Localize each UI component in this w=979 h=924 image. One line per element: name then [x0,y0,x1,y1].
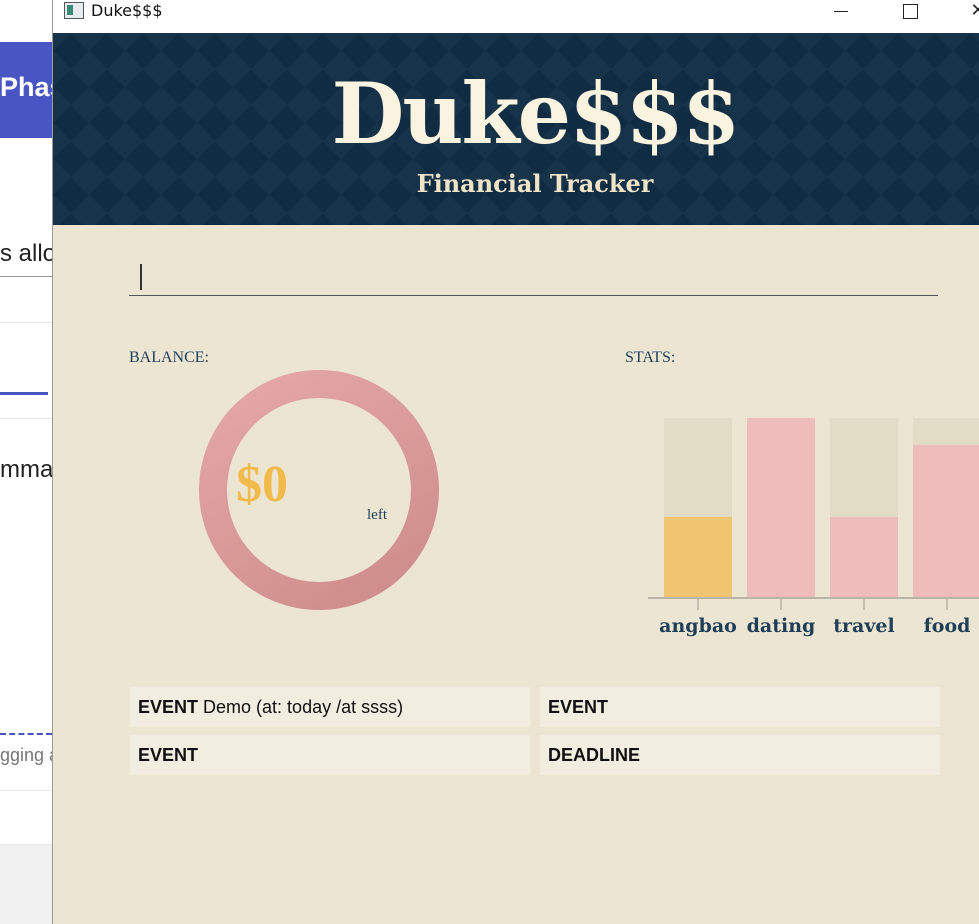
background-app-text: s allo [0,240,52,267]
header-banner: Duke$$$ Financial Tracker [53,33,979,225]
minimize-button[interactable] [818,0,864,24]
balance-donut-hole [227,398,411,582]
event-type: DEADLINE [548,745,641,765]
balance-suffix: left [367,507,387,523]
close-icon: ✕ [970,0,979,21]
event-type: EVENT [138,745,199,765]
minimize-icon [834,10,848,12]
window-title: Duke$$$ [91,1,163,20]
background-app-text: mma [0,456,52,483]
x-tick-label-dating: dating [747,615,816,637]
background-divider [0,790,52,791]
stats-label: STATS: [625,349,676,366]
background-app-text: gging a [0,745,52,765]
stats-chart: angbao dating travel food [648,418,979,637]
event-type: EVENT [548,697,609,717]
event-card[interactable]: EVENT [540,687,940,727]
x-tick-label-travel: travel [833,615,894,637]
x-tick-label-food: food [924,615,971,637]
maximize-button[interactable] [887,0,933,24]
title-bar[interactable]: Duke$$$ ✕ [53,0,979,33]
bar-dating [747,418,815,598]
bar-food [913,445,979,598]
balance-donut [199,370,439,610]
balance-label: BALANCE: [129,349,209,366]
event-card[interactable]: EVENT Demo (at: today /at ssss) [130,687,530,727]
bar-travel [830,517,898,598]
background-panel [0,845,52,924]
background-divider [0,322,52,323]
balance-amount: $0 [236,456,288,513]
event-description: Demo (at: today /at ssss) [203,697,404,717]
background-dashed-divider [0,733,52,735]
bar-angbao [664,517,732,598]
maximize-icon [902,3,918,19]
text-cursor [140,264,142,290]
event-card[interactable]: DEADLINE [540,735,940,775]
background-divider [0,276,52,277]
close-button[interactable]: ✕ [955,0,979,24]
app-title: Duke$$$ [331,64,741,163]
x-tick-label-angbao: angbao [659,615,737,637]
event-card[interactable]: EVENT [130,735,530,775]
app-subtitle: Financial Tracker [416,169,654,198]
event-type: EVENT [138,697,199,717]
background-divider [0,844,52,845]
background-tab-indicator [0,392,48,395]
app-window-icon [64,2,84,19]
command-input[interactable] [129,252,938,296]
background-divider [0,418,52,419]
app-window: Duke$$$ ✕ Duke$$$ Financial Tracker BALA… [52,0,979,924]
